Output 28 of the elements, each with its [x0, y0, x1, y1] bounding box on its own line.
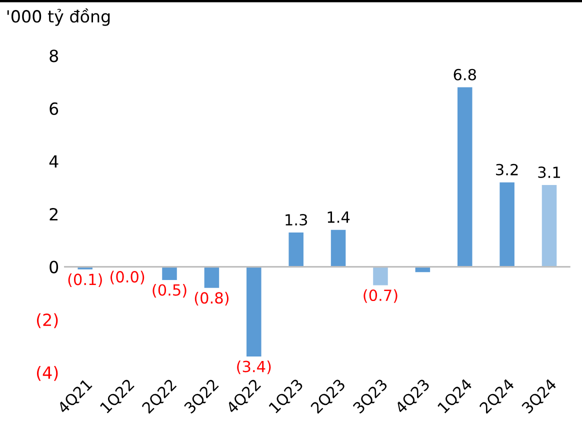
bar: [500, 182, 514, 267]
y-tick-label: 0: [50, 260, 58, 274]
data-label: 6.8: [454, 68, 476, 80]
bar: [288, 232, 304, 267]
data-label: (3.4): [237, 360, 271, 374]
y-tick-label: 4: [49, 155, 58, 168]
data-label: (0.5): [152, 284, 186, 298]
data-label: (0.8): [194, 292, 228, 306]
bar: [542, 184, 557, 267]
data-label: (0.7): [364, 289, 398, 303]
bar: [246, 266, 262, 357]
data-label: 1.3: [286, 214, 308, 226]
y-axis-title: '000 tỷ đồng: [7, 8, 110, 26]
data-label: 1.4: [328, 212, 350, 223]
data-label: (0.0): [110, 270, 144, 284]
y-tick-label: 2: [50, 208, 58, 220]
bar: [162, 266, 177, 280]
y-tick-label: 8: [50, 50, 58, 62]
bar: [457, 87, 472, 267]
bar: [204, 266, 220, 288]
y-tick-label: (4): [36, 366, 58, 381]
data-label: 3.1: [538, 166, 560, 178]
y-tick-label: 6: [50, 102, 58, 115]
bar: [330, 230, 346, 267]
data-label: (0.1): [68, 273, 102, 288]
y-tick-label: (2): [36, 313, 58, 328]
data-label: 3.2: [496, 164, 518, 176]
bar: [373, 266, 388, 286]
